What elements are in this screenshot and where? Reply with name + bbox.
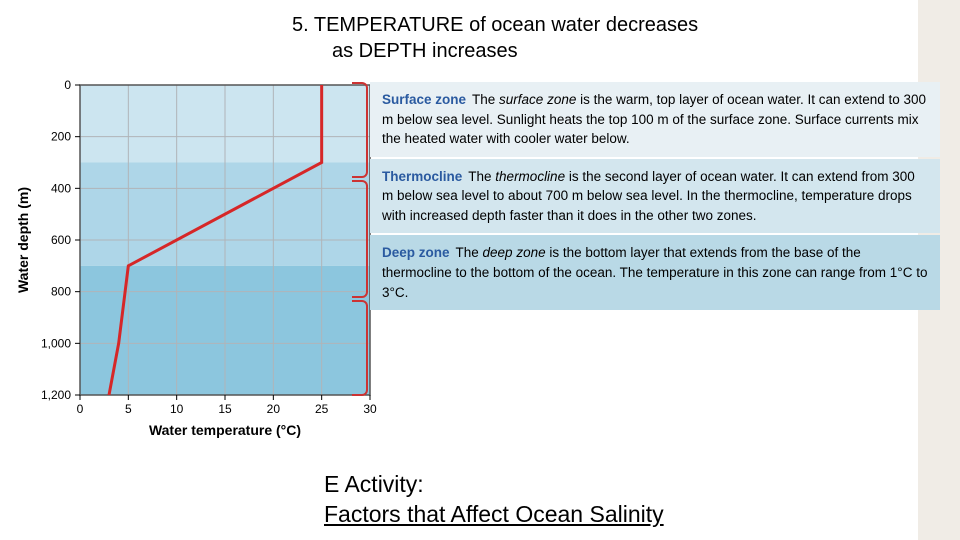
- svg-text:400: 400: [51, 181, 71, 195]
- zone-title: Deep zone: [382, 245, 450, 260]
- zone-text: The deep zone is the bottom layer that e…: [382, 245, 927, 299]
- svg-text:600: 600: [51, 233, 71, 247]
- svg-text:Water temperature (°C): Water temperature (°C): [149, 422, 301, 438]
- svg-text:800: 800: [51, 285, 71, 299]
- svg-text:15: 15: [218, 402, 232, 416]
- svg-text:30: 30: [363, 402, 377, 416]
- svg-text:10: 10: [170, 402, 184, 416]
- svg-text:0: 0: [64, 78, 71, 92]
- zone-bracket: [352, 180, 368, 298]
- temperature-depth-chart: 0 5 10 15 20 25 30 0 200 400 600 800 1,000 1,200 Water…: [10, 75, 390, 445]
- title-line1: 5. TEMPERATURE of ocean water decreases: [292, 12, 698, 38]
- zone-bracket: [352, 300, 368, 396]
- zone-box: ThermoclineThe thermocline is the second…: [370, 159, 940, 234]
- svg-text:0: 0: [77, 402, 84, 416]
- svg-text:25: 25: [315, 402, 329, 416]
- activity-block: E Activity: Factors that Affect Ocean Sa…: [324, 470, 664, 530]
- zone-bracket: [352, 82, 368, 178]
- title-line2: as DEPTH increases: [292, 38, 698, 64]
- zone-box: Surface zoneThe surface zone is the warm…: [370, 82, 940, 157]
- zone-descriptions: Surface zoneThe surface zone is the warm…: [370, 82, 940, 312]
- svg-text:5: 5: [125, 402, 132, 416]
- zone-title: Surface zone: [382, 92, 466, 107]
- zone-box: Deep zoneThe deep zone is the bottom lay…: [370, 235, 940, 310]
- chart-svg: 0 5 10 15 20 25 30 0 200 400 600 800 1,000 1,200 Water…: [10, 75, 390, 445]
- svg-text:1,200: 1,200: [41, 388, 71, 402]
- svg-text:Water depth (m): Water depth (m): [15, 187, 31, 293]
- zone-title: Thermocline: [382, 169, 462, 184]
- activity-link[interactable]: Factors that Affect Ocean Salinity: [324, 501, 664, 527]
- activity-label: E Activity:: [324, 470, 664, 500]
- svg-text:200: 200: [51, 130, 71, 144]
- svg-text:20: 20: [267, 402, 281, 416]
- svg-text:1,000: 1,000: [41, 336, 71, 350]
- slide-title: 5. TEMPERATURE of ocean water decreases …: [292, 12, 698, 64]
